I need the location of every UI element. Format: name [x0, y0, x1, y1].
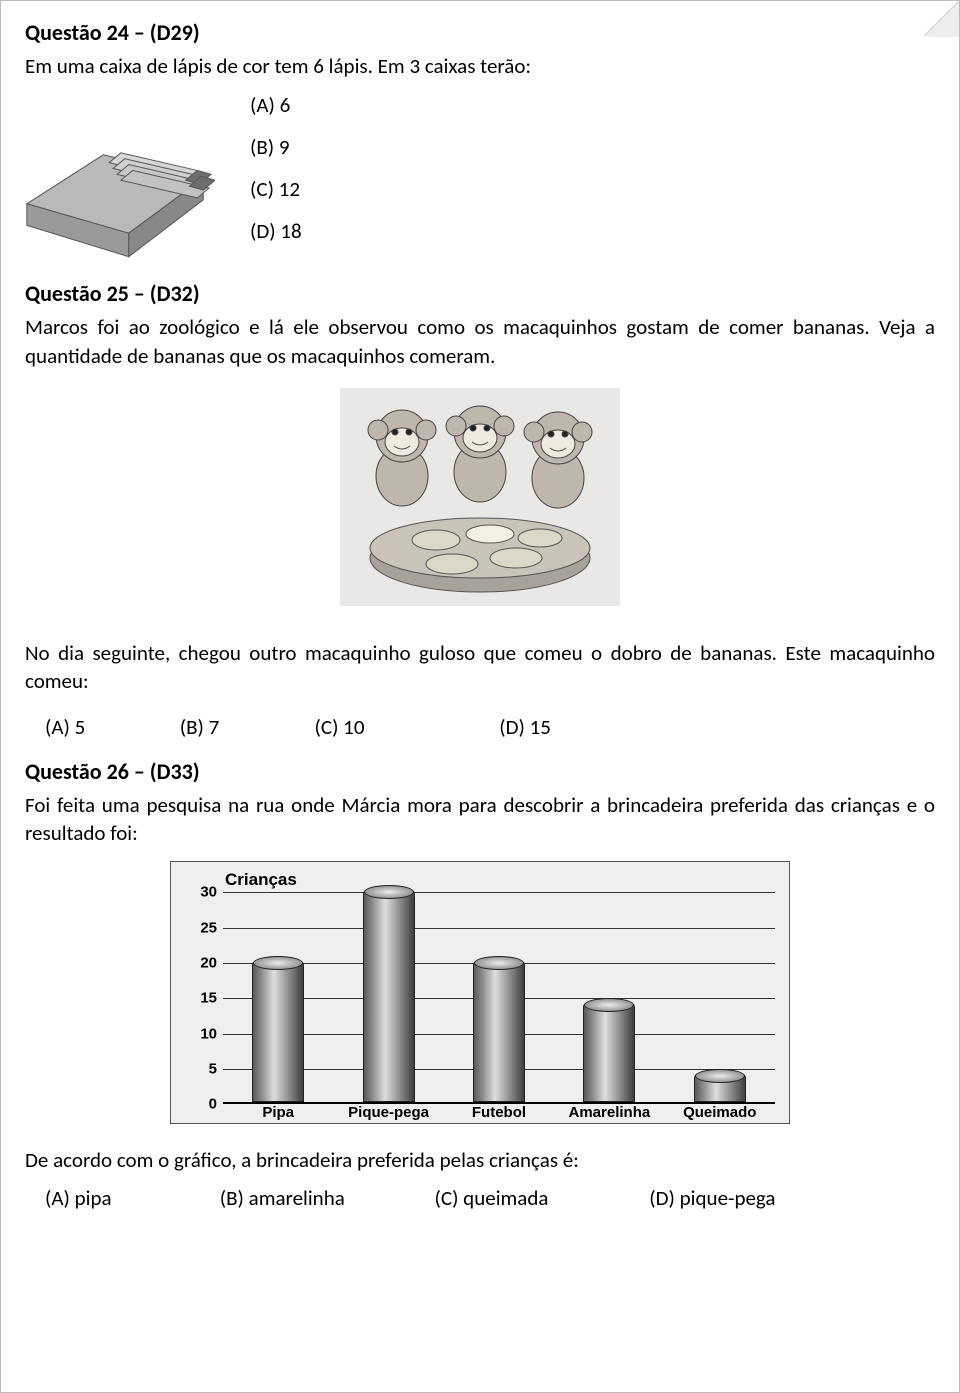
q24-option-a[interactable]: (A) 6	[250, 84, 935, 126]
chart-ytick: 10	[185, 1025, 217, 1042]
chart-bar	[252, 961, 304, 1102]
page-curl-decoration	[923, 1, 959, 37]
chart-x-label: Pique-pega	[333, 1104, 443, 1121]
chart-ytick: 25	[185, 919, 217, 936]
q25-title: Questão 25 – (D32)	[25, 280, 935, 307]
q26-option-c[interactable]: (C) queimada	[435, 1185, 645, 1211]
chart-x-label: Amarelinha	[554, 1104, 664, 1121]
chart-x-label: Queimado	[665, 1104, 775, 1121]
chart-ytick: 0	[185, 1096, 217, 1113]
chart-title: Crianças	[225, 870, 781, 890]
q26-option-d[interactable]: (D) pique-pega	[649, 1185, 849, 1211]
q24-option-c[interactable]: (C) 12	[250, 168, 935, 210]
q24-title: Questão 24 – (D29)	[25, 19, 935, 46]
q26-option-b[interactable]: (B) amarelinha	[220, 1185, 430, 1211]
monkeys-bananas-illustration	[340, 388, 620, 606]
q26-option-a[interactable]: (A) pipa	[45, 1185, 215, 1211]
q24-option-b[interactable]: (B) 9	[250, 126, 935, 168]
chart-x-label: Futebol	[444, 1104, 554, 1121]
q25-text-1: Marcos foi ao zoológico e lá ele observo…	[25, 313, 935, 370]
bar-chart: Crianças 051015202530 PipaPique-pegaFute…	[170, 861, 790, 1124]
chart-bar	[694, 1074, 746, 1102]
q25-option-d[interactable]: (D) 15	[499, 714, 629, 740]
q26-text-1: Foi feita uma pesquisa na rua onde Márci…	[25, 791, 935, 848]
chart-bar	[363, 890, 415, 1102]
chart-ytick: 15	[185, 990, 217, 1007]
pencil-box-illustration	[19, 109, 215, 277]
q24-text: Em uma caixa de lápis de cor tem 6 lápis…	[25, 52, 935, 80]
chart-ytick: 20	[185, 955, 217, 972]
chart-x-labels: PipaPique-pegaFutebolAmarelinhaQueimado	[223, 1104, 775, 1121]
q25-option-c[interactable]: (C) 10	[315, 714, 495, 740]
chart-plot-area: 051015202530	[223, 892, 775, 1104]
chart-bar	[473, 961, 525, 1102]
q24-option-d[interactable]: (D) 18	[250, 210, 935, 252]
chart-x-label: Pipa	[223, 1104, 333, 1121]
chart-gridline	[223, 892, 775, 893]
chart-ytick: 5	[185, 1061, 217, 1078]
chart-gridline	[223, 928, 775, 929]
q25-text-2: No dia seguinte, chegou outro macaquinho…	[25, 639, 935, 696]
q26-title: Questão 26 – (D33)	[25, 758, 935, 785]
q26-text-2: De acordo com o gráfico, a brincadeira p…	[25, 1146, 935, 1174]
chart-bar	[583, 1003, 635, 1102]
chart-ytick: 30	[185, 884, 217, 901]
q25-option-b[interactable]: (B) 7	[180, 714, 310, 740]
q25-option-a[interactable]: (A) 5	[45, 714, 175, 740]
